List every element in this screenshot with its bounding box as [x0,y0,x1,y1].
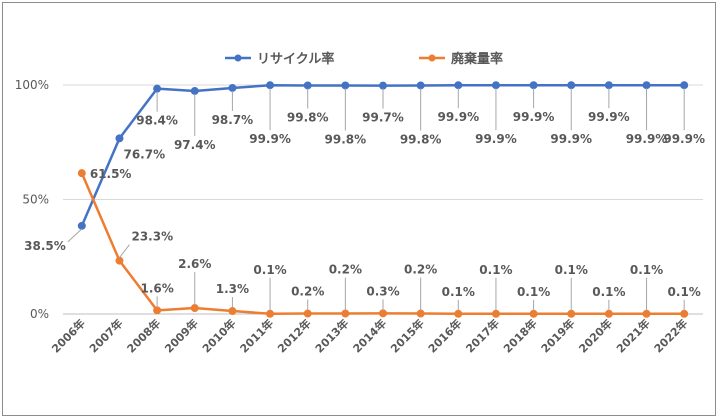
x-tick-label: 2018年 [500,316,539,355]
data-point [567,309,576,318]
x-tick-label: 2020年 [576,316,615,355]
data-point [567,81,576,90]
legend-label: 廃棄量率 [450,51,503,67]
data-label: 0.2% [404,263,437,277]
data-label: 0.1% [668,285,701,299]
data-point [604,309,613,318]
x-tick-label: 2019年 [538,316,577,355]
data-point [604,81,613,90]
data-label: 0.1% [592,285,625,299]
leader-line [119,244,130,258]
data-label: 23.3% [131,230,173,244]
data-point [416,309,425,318]
data-point [642,309,651,318]
y-tick-label: 0% [30,307,49,321]
line-chart: 0%50%100%2006年 2007年 2008年 2009年 2010年 2011年 2… [15,51,705,356]
data-point [190,86,199,95]
data-label: 0.1% [479,263,512,277]
data-point [680,309,689,318]
x-tick-label: 2009年 [162,316,201,355]
data-point [680,81,689,90]
legend-swatch-marker [234,54,242,62]
data-point [153,306,162,315]
data-label: 99.9% [513,110,555,124]
data-point [153,84,162,93]
leader-line [67,228,83,243]
data-label: 99.7% [362,111,404,125]
data-label: 99.8% [287,110,329,124]
data-point [491,309,500,318]
data-point [379,81,387,90]
data-label: 99.9% [475,132,517,146]
data-label: 97.4% [174,138,216,152]
x-tick-label: 2014年 [350,316,389,355]
data-point [266,309,275,318]
x-tick-label: 2006年 [49,316,88,355]
data-point [341,309,350,318]
data-label: 99.9% [663,132,705,146]
data-label: 99.9% [437,110,479,124]
data-point [77,221,86,230]
data-point [642,81,651,90]
data-label: 0.2% [291,285,324,299]
data-point [228,307,237,316]
data-label: 1.3% [216,282,249,296]
data-point [416,81,425,90]
data-label: 61.5% [90,167,132,181]
data-label: 0.1% [555,263,588,277]
data-point [379,309,387,318]
x-tick-label: 2017年 [463,316,502,355]
x-tick-label: 2008年 [124,316,163,355]
data-point [303,309,312,318]
data-label: 2.6% [178,257,211,271]
legend-label: リサイクル率 [257,51,334,67]
data-point [115,134,124,143]
data-label: 0.3% [366,284,399,298]
x-tick-label: 2016年 [425,316,464,355]
data-point [266,81,275,90]
data-label: 76.7% [123,147,165,161]
data-point [454,81,463,90]
data-label: 98.4% [136,114,178,128]
data-label: 0.1% [253,263,286,277]
data-label: 99.9% [550,132,592,146]
x-tick-label: 2012年 [274,316,313,355]
data-point [491,81,500,90]
x-tick-label: 2011年 [237,316,276,355]
x-tick-label: 2021年 [613,316,652,355]
chart-frame: 0% 50% 100% 2006年 2007年 2008年 2009年 2010年 2011年 2… [2,2,716,416]
data-point [303,81,312,90]
data-point [529,309,538,318]
x-tick-label: 2007年 [86,316,125,355]
data-label: 38.5% [24,239,66,253]
data-label: 0.1% [630,263,663,277]
data-label: 98.7% [212,113,254,127]
data-label: 99.8% [325,132,367,146]
data-point [529,81,538,90]
data-point [341,81,350,90]
data-point [454,309,463,318]
data-point [115,256,124,265]
data-point [228,83,237,92]
data-label: 99.9% [626,132,668,146]
data-point [190,304,199,313]
x-tick-label: 2010年 [199,316,238,355]
data-label: 1.6% [140,281,173,295]
legend-swatch-marker [428,54,436,62]
data-label: 99.9% [588,110,630,124]
data-label: 99.9% [249,132,291,146]
data-label: 99.8% [400,132,442,146]
x-tick-label: 2022年 [651,316,690,355]
y-tick-label: 100% [15,78,49,92]
x-tick-label: 2013年 [312,316,351,355]
data-point [77,169,86,178]
data-label: 0.1% [517,285,550,299]
data-label: 0.2% [329,263,362,277]
x-tick-label: 2015年 [387,316,426,355]
data-label: 0.1% [442,285,475,299]
y-tick-label: 50% [22,193,49,207]
